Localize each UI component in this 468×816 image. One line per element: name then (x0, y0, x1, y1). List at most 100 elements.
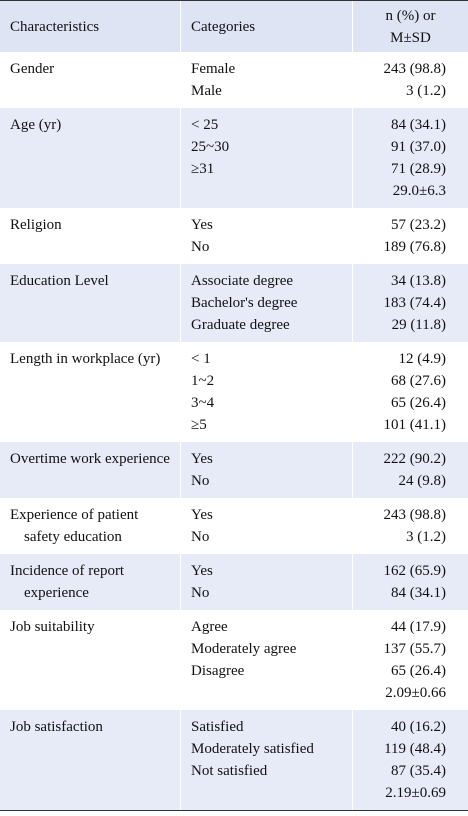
values-cell: 222 (90.2) 24 (9.8) (353, 442, 468, 498)
category: Disagree (191, 663, 245, 679)
values-cell: 243 (98.8) 3 (1.2) (353, 498, 468, 554)
header-cell: Characteristics (0, 1, 181, 52)
characteristic: Job suitability (0, 610, 181, 710)
group-row: Gender Female Male 243 (98.8) 3 (1.2) (0, 52, 468, 108)
value: 189 (76.8) (383, 239, 447, 255)
values-cell: 162 (65.9) 84 (34.1) (353, 554, 468, 610)
characteristic: Age (yr) (0, 108, 181, 208)
category: Graduate degree (191, 317, 290, 333)
categories-cell: < 1 1~2 3~4 ≥5 (181, 342, 353, 442)
value: 162 (65.9) (383, 563, 447, 579)
category: < 25 (191, 117, 219, 133)
value: 183 (74.4) (383, 295, 447, 311)
category: Associate degree (191, 273, 294, 289)
value: 137 (55.7) (383, 641, 447, 657)
characteristic: Length in workplace (yr) (0, 342, 181, 442)
category: Satisfied (191, 719, 244, 735)
characteristic: Education Level (0, 264, 181, 342)
values-cell: 12 (4.9) 68 (27.6) 65 (26.4) 101 (41.1) (353, 342, 468, 442)
category: 1~2 (191, 373, 215, 389)
group-row: Job satisfaction Satisfied Moderately sati… (0, 710, 468, 810)
values-cell: 57 (23.2) 189 (76.8) (353, 208, 468, 264)
value: 119 (48.4) (384, 741, 446, 757)
value: 222 (90.2) (383, 451, 447, 467)
value: 40 (16.2) (391, 719, 446, 735)
category: Yes (191, 451, 213, 467)
value: 87 (35.4) (391, 763, 446, 779)
categories-cell: Associate degree Bachelor's degree Graduat… (181, 264, 353, 342)
category: Male (191, 83, 222, 99)
header-row: Characteristics Categories n (%) or M±SD (0, 1, 468, 52)
category: Agree (191, 619, 228, 635)
characteristic: Job satisfaction (0, 710, 181, 810)
value: 101 (41.1) (383, 417, 447, 433)
group-row: Experience of patient safety education Ye… (0, 498, 468, 554)
value: 12 (4.9) (398, 351, 447, 367)
value: 71 (28.9) (391, 161, 446, 177)
category: No (191, 239, 210, 255)
group-row: Length in workplace (yr) < 1 1~2 3~4 ≥5 12 (4… (0, 342, 468, 442)
group-row: Education Level Associate degree Bachelor'… (0, 264, 468, 342)
group-row: Incidence of report experience Yes No 162 (… (0, 554, 468, 610)
value: 84 (34.1) (391, 117, 446, 133)
category: Bachelor's degree (191, 295, 298, 311)
value: 44 (17.9) (391, 619, 446, 635)
header-cell: Categories (181, 1, 353, 52)
category: ≥31 (191, 161, 215, 177)
value: 65 (26.4) (391, 663, 446, 679)
categories-cell: Female Male (181, 52, 353, 108)
value: 3 (1.2) (406, 529, 446, 545)
value: 57 (23.2) (391, 217, 446, 233)
group-row: Age (yr) < 25 25~30 ≥31 84 (34.1) 91 (37.0) 71… (0, 108, 468, 208)
category: 25~30 (191, 139, 230, 155)
summary: 2.19±0.69 (385, 785, 446, 801)
value: 29 (11.8) (391, 317, 446, 333)
value: 84 (34.1) (391, 585, 446, 601)
categories-cell: Yes No (181, 554, 353, 610)
categories-cell: Yes No (181, 498, 353, 554)
group-row: Overtime work experience Yes No 222 (90.2) 2… (0, 442, 468, 498)
values-cell: 44 (17.9) 137 (55.7) 65 (26.4) 2.09±0.66 (353, 610, 468, 710)
category: ≥5 (191, 417, 207, 433)
values-cell: 34 (13.8) 183 (74.4) 29 (11.8) (353, 264, 468, 342)
summary: 29.0±6.3 (392, 183, 446, 199)
category: Female (191, 61, 236, 77)
value: 3 (1.2) (406, 83, 446, 99)
characteristic: Gender (0, 52, 181, 108)
values-cell: 40 (16.2) 119 (48.4) 87 (35.4) 2.19±0.69 (353, 710, 468, 810)
category: 3~4 (191, 395, 215, 411)
category: Not satisfied (191, 763, 268, 779)
categories-cell: Yes No (181, 442, 353, 498)
category: No (191, 529, 210, 545)
category: Yes (191, 507, 213, 523)
values-cell: 84 (34.1) 91 (37.0) 71 (28.9) 29.0±6.3 (353, 108, 468, 208)
value: 34 (13.8) (391, 273, 446, 289)
value: 65 (26.4) (391, 395, 446, 411)
value: 24 (9.8) (398, 473, 447, 489)
group-row: Religion Yes No 57 (23.2) 189 (76.8) (0, 208, 468, 264)
value: 91 (37.0) (391, 139, 446, 155)
category: < 1 (191, 351, 211, 367)
characteristic: Religion (0, 208, 181, 264)
group-row: Job suitability Agree Moderately agree Disa… (0, 610, 468, 710)
category: Moderately agree (191, 641, 297, 657)
categories-cell: < 25 25~30 ≥31 (181, 108, 353, 208)
values-cell: 243 (98.8) 3 (1.2) (353, 52, 468, 108)
categories-cell: Yes No (181, 208, 353, 264)
summary: 2.09±0.66 (385, 685, 446, 701)
characteristic: Experience of patient safety education (0, 498, 181, 554)
category: Moderately satisfied (191, 741, 314, 757)
header-cell: n (%) or M±SD (385, 7, 436, 46)
category: Yes (191, 563, 213, 579)
characteristic: Overtime work experience (0, 442, 181, 498)
category: No (191, 473, 210, 489)
category: Yes (191, 217, 213, 233)
categories-cell: Satisfied Moderately satisfied Not satisfi… (181, 710, 353, 810)
characteristic: Incidence of report experience (0, 554, 181, 610)
categories-cell: Agree Moderately agree Disagree (181, 610, 353, 710)
category: No (191, 585, 210, 601)
value: 243 (98.8) (383, 507, 447, 523)
value: 243 (98.8) (383, 61, 447, 77)
